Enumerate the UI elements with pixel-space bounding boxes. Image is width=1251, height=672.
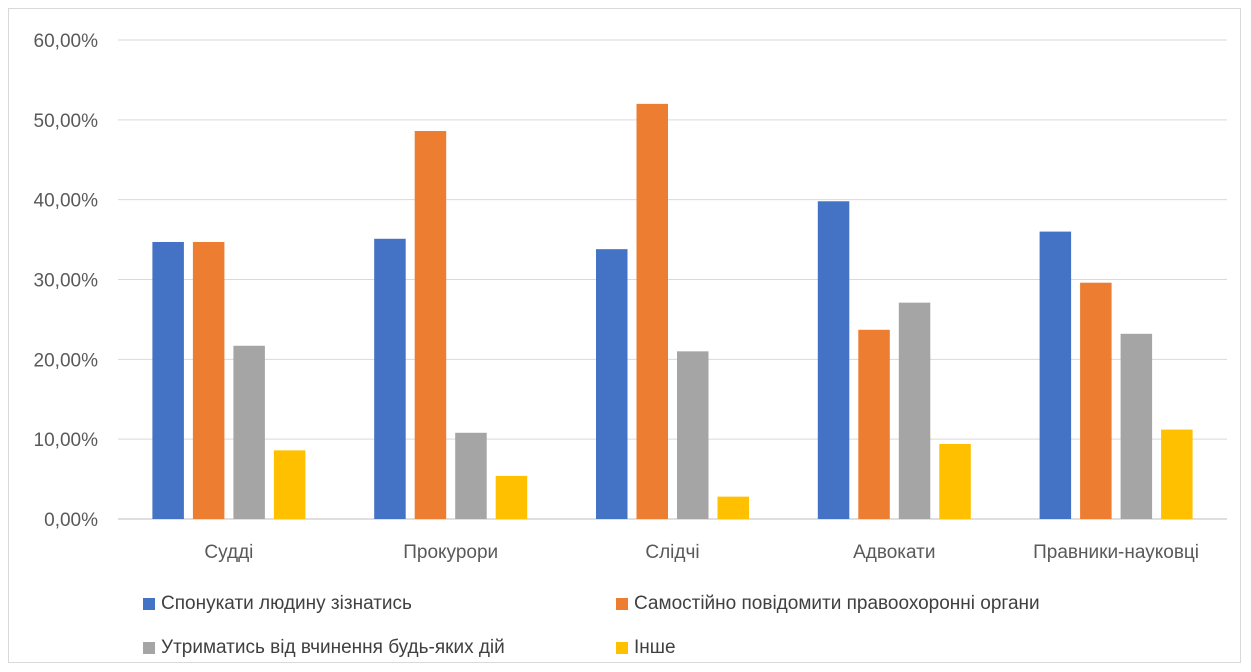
x-tick-label: Слідчі bbox=[645, 542, 699, 563]
bar-1-1 bbox=[414, 131, 447, 519]
bar-0-0 bbox=[152, 241, 184, 519]
y-tick-label: 60,00% bbox=[34, 31, 99, 52]
x-tick-label: Прокурори bbox=[403, 542, 498, 563]
y-tick-label: 30,00% bbox=[34, 271, 99, 292]
bar-1-3 bbox=[495, 475, 528, 519]
y-tick-label: 20,00% bbox=[34, 350, 99, 371]
x-axis-ticks: Судді Прокурори Слідчі Адвокати Правники-нау… bbox=[204, 542, 1199, 563]
bar-2-3 bbox=[717, 496, 749, 519]
bar-3-1 bbox=[858, 329, 890, 519]
bar-3-0 bbox=[817, 201, 850, 519]
bar-4-0 bbox=[1039, 231, 1072, 519]
bar-4-1 bbox=[1080, 282, 1112, 519]
bar-0-3 bbox=[273, 450, 306, 519]
bar-0-2 bbox=[233, 345, 265, 519]
bar-3-2 bbox=[898, 302, 931, 519]
bar-2-2 bbox=[677, 351, 709, 519]
bars bbox=[152, 103, 1193, 519]
y-tick-label: 10,00% bbox=[34, 430, 99, 451]
y-tick-label: 0,00% bbox=[44, 510, 98, 531]
y-tick-label: 40,00% bbox=[34, 191, 99, 212]
x-tick-label: Адвокати bbox=[853, 542, 935, 563]
y-axis-ticks: 0,00% 10,00% 20,00% 30,00% 40,00% 50,00% 60,00… bbox=[34, 31, 99, 531]
bar-4-3 bbox=[1161, 429, 1193, 519]
bar-4-2 bbox=[1120, 333, 1153, 519]
bar-0-1 bbox=[192, 241, 225, 519]
bar-2-1 bbox=[636, 103, 668, 519]
x-tick-label: Судді bbox=[204, 542, 253, 563]
bar-3-3 bbox=[939, 443, 971, 519]
x-tick-label: Правники-науковці bbox=[1033, 542, 1199, 563]
bar-2-0 bbox=[596, 249, 628, 519]
y-tick-label: 50,00% bbox=[34, 111, 99, 132]
bar-1-0 bbox=[374, 238, 406, 519]
bar-1-2 bbox=[455, 432, 487, 519]
